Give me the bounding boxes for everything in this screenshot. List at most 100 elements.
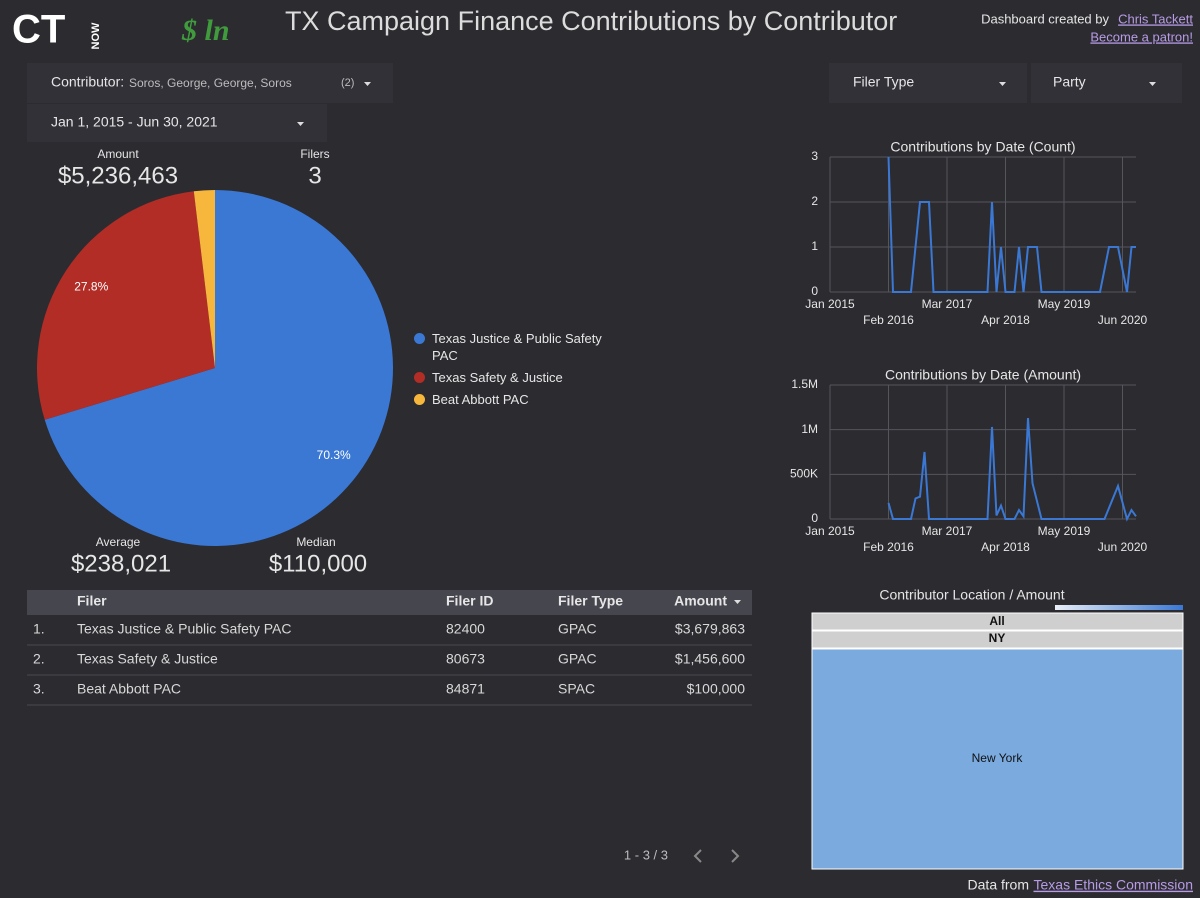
x-tick-label: Jan 2015 [805, 524, 855, 538]
dropdown-arrow [297, 122, 304, 126]
color-scale [1055, 605, 1183, 610]
party-filter[interactable] [1031, 63, 1182, 103]
logo-sub: NOW [90, 22, 102, 50]
table-cell: 82400 [446, 621, 485, 637]
table-cell: GPAC [558, 621, 597, 637]
y-tick-label: 1 [811, 239, 818, 253]
pie-slice [44, 190, 394, 546]
treemap-level[interactable] [811, 630, 1184, 649]
slice-label: 70.3% [317, 448, 351, 462]
x-tick-label: Apr 2018 [981, 540, 1030, 554]
prev-page[interactable] [693, 849, 702, 863]
scorecard-label: Average [96, 535, 141, 549]
column-header[interactable]: Filer ID [446, 593, 493, 609]
data-line [887, 417, 1137, 522]
legend-item[interactable]: Beat Abbott PAC [414, 391, 614, 408]
treemap-level-label: All [989, 614, 1004, 628]
pie-slice [193, 190, 215, 368]
column-header[interactable]: Filer Type [558, 593, 623, 609]
legend-label: Beat Abbott PAC [432, 392, 529, 407]
dropdown-arrow [999, 82, 1006, 86]
pie-legend: Texas Justice & Public Safety PAC Texas S… [414, 330, 614, 413]
table-cell: 3. [33, 681, 45, 697]
scorecard-label: Filers [300, 147, 329, 161]
contributor-filter[interactable] [27, 63, 393, 103]
footer-text: Data from [968, 877, 1029, 893]
dropdown-arrow [364, 82, 371, 86]
table-cell: 80673 [446, 651, 485, 667]
credit-text: Dashboard created by [981, 11, 1109, 26]
y-tick-label: 0 [811, 511, 818, 525]
y-tick-label: 0 [811, 284, 818, 298]
scorecard-value: $238,021 [71, 550, 171, 577]
treemap-node-label: New York [972, 751, 1024, 765]
x-tick-label: Mar 2017 [922, 524, 973, 538]
legend-item[interactable]: Texas Safety & Justice [414, 369, 614, 386]
pagination: 1 - 3 / 3 [624, 847, 668, 862]
filter-label: Party [1053, 74, 1086, 90]
x-tick-label: Mar 2017 [922, 297, 973, 311]
patron-link[interactable]: Become a patron! [1090, 29, 1193, 44]
legend-item[interactable]: Texas Justice & Public Safety PAC [414, 330, 614, 364]
slice-label: 27.8% [74, 279, 108, 293]
scorecard-label: Amount [97, 147, 139, 161]
treemap-title: Contributor Location / Amount [879, 587, 1064, 603]
legend-swatch [414, 333, 425, 344]
filer-type-filter[interactable] [829, 63, 1027, 103]
logo: CT [12, 8, 65, 52]
scorecard-label: Median [296, 535, 335, 549]
table-cell: Beat Abbott PAC [77, 681, 181, 697]
y-tick-label: 1M [801, 422, 818, 436]
credit-link[interactable]: Chris Tackett [1118, 11, 1193, 26]
table-cell: 1. [33, 621, 45, 637]
x-tick-label: Jan 2015 [805, 297, 855, 311]
column-header[interactable]: Amount [674, 593, 727, 609]
x-tick-label: Jun 2020 [1098, 313, 1148, 327]
brand: $ ln [181, 14, 230, 47]
table-cell: SPAC [558, 681, 595, 697]
treemap-node[interactable] [811, 648, 1184, 870]
filter-label: Contributor: [51, 74, 124, 90]
pie-slice [37, 191, 216, 420]
dropdown-arrow [1149, 82, 1156, 86]
filter-value: Jan 1, 2015 - Jun 30, 2021 [51, 114, 218, 130]
data-line [887, 156, 1136, 293]
x-tick-label: Jun 2020 [1098, 540, 1148, 554]
x-tick-label: Apr 2018 [981, 313, 1030, 327]
table-cell: 2. [33, 651, 45, 667]
scorecard-value: $5,236,463 [58, 162, 178, 189]
table-cell: Texas Justice & Public Safety PAC [77, 621, 292, 637]
sort-arrow [734, 600, 741, 604]
next-page[interactable] [731, 849, 740, 863]
chart-title: Contributions by Date (Amount) [885, 367, 1081, 383]
y-tick-label: 3 [811, 149, 818, 163]
scorecard-value: 3 [308, 162, 321, 189]
table-cell: $3,679,863 [675, 621, 745, 637]
table-cell: GPAC [558, 651, 597, 667]
scorecard-value: $110,000 [269, 550, 367, 577]
date-filter[interactable] [27, 104, 327, 142]
table-cell: $100,000 [687, 681, 746, 697]
legend-label: Texas Safety & Justice [432, 370, 563, 385]
table-cell: $1,456,600 [675, 651, 745, 667]
footer-link[interactable]: Texas Ethics Commission [1034, 877, 1194, 893]
legend-swatch [414, 372, 425, 383]
x-tick-label: Feb 2016 [863, 540, 914, 554]
legend-swatch [414, 394, 425, 405]
treemap-level[interactable] [811, 612, 1184, 631]
x-tick-label: May 2019 [1038, 524, 1091, 538]
filter-count: (2) [341, 77, 354, 89]
column-header[interactable]: Filer [77, 593, 107, 609]
table-header [27, 590, 752, 615]
y-tick-label: 1.5M [791, 377, 818, 391]
page-title: TX Campaign Finance Contributions by Con… [285, 6, 897, 36]
x-tick-label: Feb 2016 [863, 313, 914, 327]
chart-title: Contributions by Date (Count) [890, 139, 1075, 155]
treemap-level-label: NY [989, 631, 1006, 645]
table-cell: Texas Safety & Justice [77, 651, 218, 667]
table-cell: 84871 [446, 681, 485, 697]
y-tick-label: 500K [790, 467, 818, 481]
legend-label: Texas Justice & Public Safety PAC [432, 331, 602, 363]
y-tick-label: 2 [811, 194, 818, 208]
